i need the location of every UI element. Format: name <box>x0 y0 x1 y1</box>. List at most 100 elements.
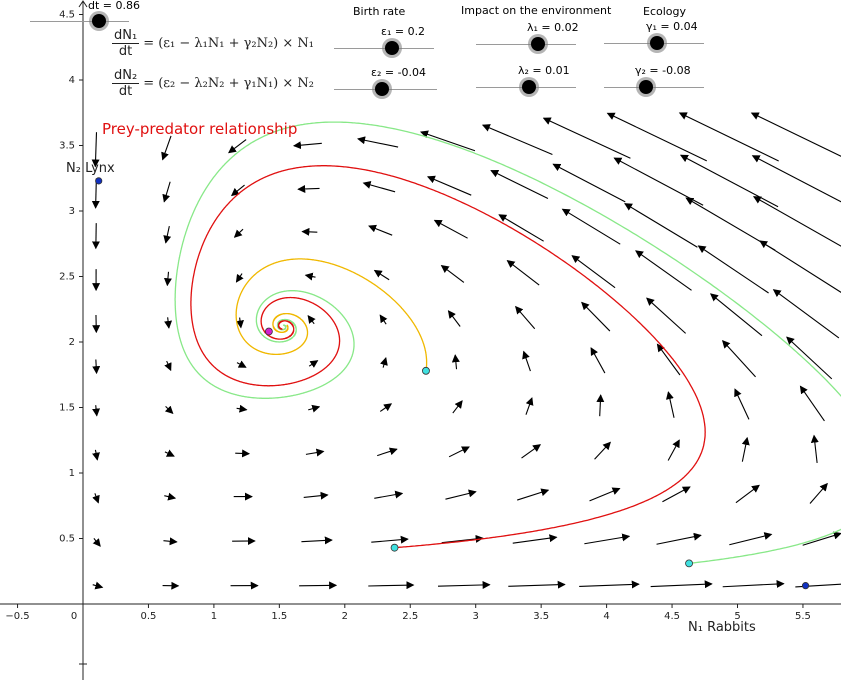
slider-knob[interactable] <box>375 82 389 96</box>
x-tick-label: 1 <box>211 611 217 622</box>
direction-arrow <box>164 449 175 457</box>
direction-arrow <box>163 537 178 546</box>
x-tick-label: 2 <box>342 611 348 622</box>
direction-arrow <box>236 404 248 413</box>
direction-arrow <box>709 293 763 337</box>
slider-knob[interactable] <box>92 14 106 28</box>
slider-value-label: λ₂ = 0.01 <box>518 64 570 77</box>
direction-arrow <box>772 289 840 339</box>
slider-track[interactable] <box>604 87 704 88</box>
direction-arrow <box>308 404 321 413</box>
direction-arrow <box>452 400 463 414</box>
direction-arrow <box>362 181 396 193</box>
direction-arrow <box>297 184 320 193</box>
heading-birth-rate: Birth rate <box>353 5 406 18</box>
direction-arrow <box>307 315 316 325</box>
y-tick-label: 0.5 <box>59 534 75 545</box>
direction-arrow <box>786 336 833 380</box>
direction-arrow <box>656 343 681 376</box>
direction-arrow <box>624 203 698 248</box>
y-tick-label: 3.5 <box>59 141 75 152</box>
direction-arrow <box>92 581 104 590</box>
direction-arrow <box>721 340 756 378</box>
initial-condition-point[interactable] <box>422 366 430 375</box>
slider-knob[interactable] <box>639 80 653 94</box>
initial-condition-point[interactable] <box>685 559 693 568</box>
direction-arrow <box>163 271 172 287</box>
direction-arrow <box>506 260 540 286</box>
equation-denominator: dt <box>118 84 133 99</box>
direction-arrow <box>426 175 472 196</box>
slider-knob[interactable] <box>650 36 664 50</box>
direction-arrow <box>233 228 244 238</box>
direction-arrow <box>512 534 558 544</box>
direction-arrow <box>490 170 549 200</box>
direction-arrow <box>579 580 640 589</box>
direction-arrow <box>377 447 398 457</box>
direction-arrow <box>662 486 691 503</box>
equation-fraction: dN₁ dt <box>112 28 140 59</box>
equation-rhs: = (ε₁ − λ₁N₁ + γ₂N₂) × N₁ <box>143 36 314 51</box>
direction-arrow <box>508 580 566 589</box>
direction-arrow <box>437 580 491 589</box>
direction-arrow <box>91 132 100 168</box>
equation-numerator: dN₁ <box>112 28 140 44</box>
equilibrium-point[interactable] <box>264 327 273 336</box>
direction-arrow <box>734 388 750 420</box>
direction-arrow <box>722 580 785 588</box>
direction-arrow <box>373 269 390 281</box>
y-tick-label: 4 <box>69 75 75 86</box>
slider-track[interactable] <box>476 44 576 45</box>
direction-arrow <box>646 297 687 334</box>
direction-arrow <box>357 136 399 148</box>
direction-arrow <box>667 439 680 461</box>
slider-knob[interactable] <box>385 41 399 55</box>
slider-value-label: γ₁ = 0.04 <box>646 20 698 33</box>
direction-arrow <box>308 360 319 368</box>
heading-impact: Impact on the environment <box>461 4 612 17</box>
direction-arrow <box>92 359 101 375</box>
trajectory-red <box>190 165 706 549</box>
direction-arrow <box>236 317 244 329</box>
direction-arrow <box>164 492 177 501</box>
direction-arrow <box>451 354 460 370</box>
initial-condition-point[interactable] <box>390 543 399 552</box>
axis-point[interactable] <box>95 177 103 185</box>
points[interactable] <box>95 177 810 590</box>
y-axis-label: N₂ Lynx <box>66 161 115 176</box>
direction-arrow <box>228 139 247 154</box>
direction-arrow <box>678 112 779 162</box>
direction-arrow <box>581 301 611 332</box>
direction-arrow <box>380 357 388 368</box>
direction-arrow <box>596 394 605 417</box>
direction-arrow <box>810 434 819 463</box>
x-tick-label: −0.5 <box>5 611 29 622</box>
direction-arrow <box>521 444 542 459</box>
slider-knob[interactable] <box>531 37 545 51</box>
x-tick-label: 5 <box>734 611 740 622</box>
direction-arrow <box>371 535 409 544</box>
equation-rabbits: dN₁ dt = (ε₁ − λ₁N₁ + γ₂N₂) × N₁ <box>112 28 314 59</box>
direction-arrow <box>697 245 769 294</box>
slider-knob[interactable] <box>522 80 536 94</box>
slider-track[interactable] <box>334 48 434 49</box>
direction-arrow <box>799 385 825 422</box>
y-tick-label: 3 <box>69 206 75 217</box>
direction-arrow <box>752 196 841 247</box>
direction-arrow <box>447 310 461 327</box>
direction-arrow <box>542 117 631 159</box>
direction-arrow <box>304 272 316 281</box>
axis-point[interactable] <box>801 582 810 590</box>
direction-arrow <box>522 350 531 372</box>
direction-arrow <box>656 532 702 545</box>
x-tick-label: 0.5 <box>140 611 156 622</box>
slider-value-label: dt = 0.86 <box>88 0 140 12</box>
direction-arrow <box>498 214 544 242</box>
direction-arrow <box>802 531 841 546</box>
direction-arrow <box>292 141 322 150</box>
direction-arrow <box>679 154 779 208</box>
slider-track[interactable] <box>30 21 129 22</box>
